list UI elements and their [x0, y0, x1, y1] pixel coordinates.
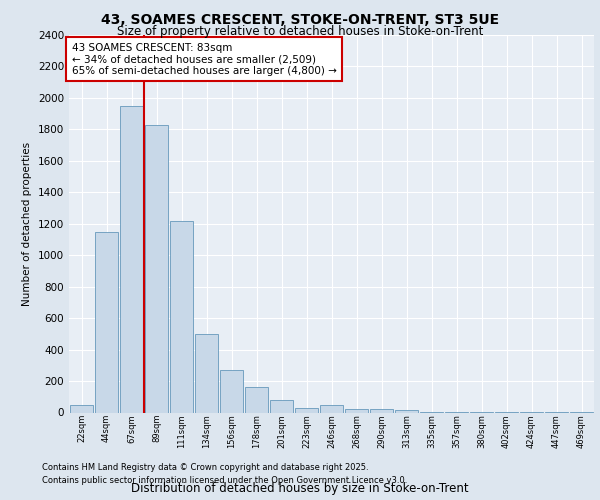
Bar: [395, 410, 418, 412]
Text: 43 SOAMES CRESCENT: 83sqm
← 34% of detached houses are smaller (2,509)
65% of se: 43 SOAMES CRESCENT: 83sqm ← 34% of detac…: [71, 42, 337, 76]
Text: Contains public sector information licensed under the Open Government Licence v3: Contains public sector information licen…: [42, 476, 407, 485]
Text: Contains HM Land Registry data © Crown copyright and database right 2025.: Contains HM Land Registry data © Crown c…: [42, 464, 368, 472]
Bar: [344, 410, 368, 412]
Bar: [245, 388, 268, 412]
Text: Size of property relative to detached houses in Stoke-on-Trent: Size of property relative to detached ho…: [117, 25, 483, 38]
Text: 43, SOAMES CRESCENT, STOKE-ON-TRENT, ST3 5UE: 43, SOAMES CRESCENT, STOKE-ON-TRENT, ST3…: [101, 12, 499, 26]
Bar: [119, 106, 143, 412]
Y-axis label: Number of detached properties: Number of detached properties: [22, 142, 32, 306]
Bar: [220, 370, 244, 412]
Bar: [145, 124, 169, 412]
Bar: [320, 404, 343, 412]
Bar: [295, 408, 319, 412]
Bar: [370, 410, 394, 412]
Bar: [70, 404, 94, 412]
Bar: [194, 334, 218, 412]
Text: Distribution of detached houses by size in Stoke-on-Trent: Distribution of detached houses by size …: [131, 482, 469, 495]
Bar: [95, 232, 118, 412]
Bar: [269, 400, 293, 412]
Bar: [170, 220, 193, 412]
